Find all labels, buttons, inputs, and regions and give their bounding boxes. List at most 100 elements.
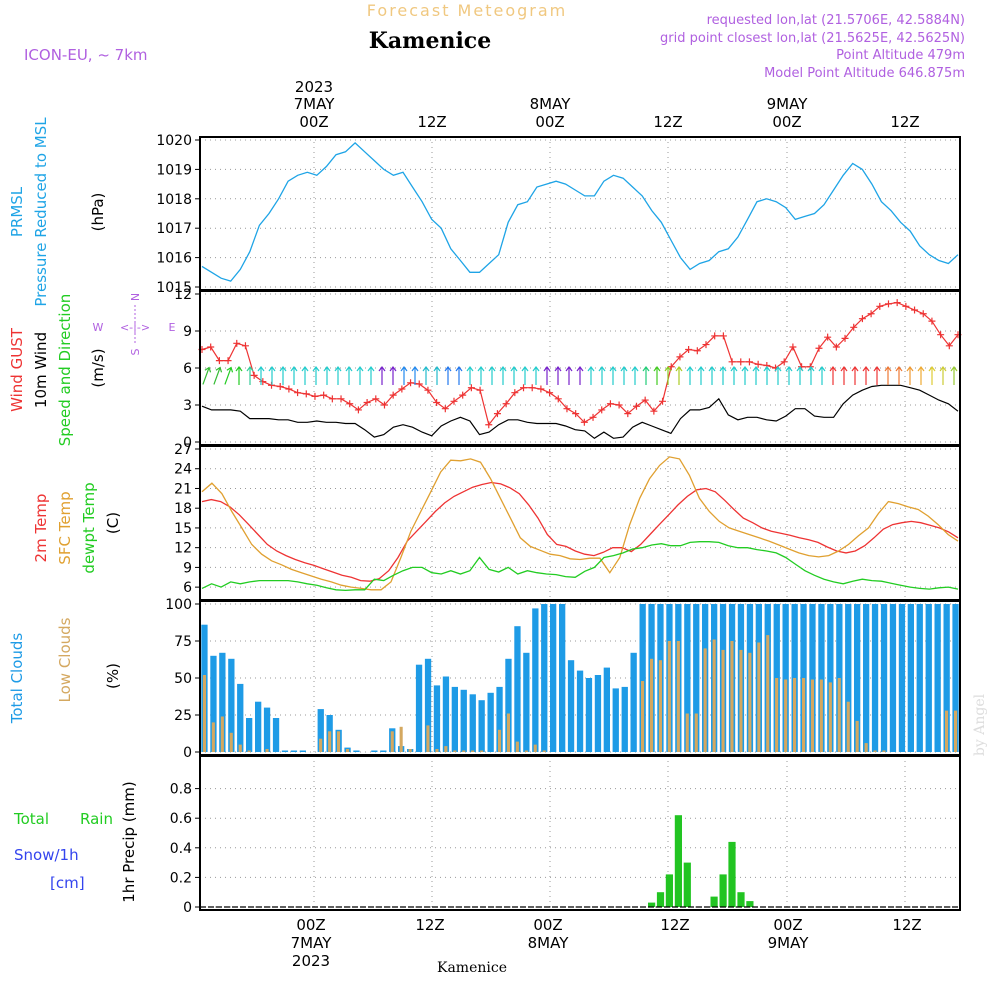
wind-arrow-head — [323, 366, 331, 372]
wind-arrow-head — [499, 366, 507, 372]
wind-arrow — [411, 366, 419, 385]
top-date-label: 9MAY — [767, 95, 809, 113]
gust-marker — [294, 389, 302, 397]
wind-arrow — [378, 366, 386, 385]
panel-frame — [199, 755, 961, 911]
precip-axis-label: 1hr Precip (mm) — [120, 781, 138, 902]
total-cloud-bar — [809, 604, 816, 752]
wind-arrow-shaft — [202, 367, 210, 385]
wind-arrow-head — [939, 366, 947, 372]
total-cloud-bar — [371, 750, 378, 752]
wind-arrow-head — [686, 366, 694, 372]
wind-arrow-head — [290, 366, 298, 372]
total-cloud-bar — [505, 658, 512, 752]
wind-arrow — [356, 366, 364, 385]
gust-marker — [337, 395, 345, 403]
gust-marker — [832, 343, 840, 351]
gust-marker — [841, 334, 849, 342]
total-cloud-bar — [415, 664, 423, 752]
total-cloud-bar — [630, 652, 637, 752]
low-cloud-bar — [426, 725, 430, 752]
total-cloud-bar — [952, 604, 959, 752]
total-cloud-bar — [576, 670, 584, 752]
total-cloud-bar — [219, 652, 226, 752]
wind-labels: Wind GUST 10m Wind Speed and Direction (… — [8, 293, 176, 446]
wind-arrow-head — [226, 366, 234, 373]
low-cloud-bar — [471, 750, 475, 752]
wind-arrow — [807, 366, 815, 385]
bottom-time-label: 00Z — [533, 916, 562, 934]
wind-arrow-head — [334, 366, 342, 372]
total-cloud-bar — [684, 604, 691, 752]
rain-bar — [728, 841, 736, 907]
wind-arrow-head — [862, 366, 870, 372]
rain-bar — [683, 862, 691, 907]
low-cloud-bar — [337, 731, 341, 752]
total-cloud-bar — [880, 604, 888, 752]
low-cloud-bar — [462, 750, 466, 752]
bottom-time-axis: 00Z 7MAY 2023 12Z 00Z 8MAY 12Z 00Z 9MAY … — [291, 916, 922, 970]
rain-bar — [674, 815, 682, 907]
wind-arrow-head — [631, 366, 639, 372]
wind-arrow-head — [675, 366, 683, 372]
y-tick-label: 9 — [183, 560, 192, 576]
gust-marker — [632, 402, 640, 410]
wind-arrow-head — [543, 366, 551, 372]
gust-marker — [459, 391, 467, 399]
y-tick-label: 0.8 — [170, 782, 192, 798]
wind-arrow — [598, 366, 606, 385]
gust-marker — [276, 383, 284, 390]
gust-marker — [380, 401, 388, 409]
wind-arrow — [763, 366, 771, 385]
wind-arrow-head — [466, 366, 474, 372]
wind-arrow-head — [917, 366, 925, 372]
low-cloud-bar — [819, 679, 823, 752]
gust-marker — [928, 317, 936, 325]
credit-watermark: by Angel — [972, 693, 988, 756]
wind-arrow-head — [554, 366, 562, 372]
wind-arrow — [389, 366, 397, 385]
gust-marker — [598, 406, 606, 414]
wind-arrow — [664, 366, 672, 385]
total-cloud-bar — [907, 604, 914, 752]
low-cloud-bar — [694, 713, 698, 752]
gust-marker — [641, 396, 649, 404]
rain-bar — [656, 892, 665, 907]
y-tick-label: 0.6 — [170, 811, 192, 827]
wind-arrow — [466, 366, 474, 385]
wind-arrow — [840, 366, 848, 385]
wind-arrow — [433, 366, 441, 385]
total-cloud-bar — [567, 660, 575, 752]
low-cloud-bar — [864, 743, 868, 752]
wind-arrow — [686, 366, 694, 385]
low-cloud-bar — [229, 732, 233, 752]
gust-marker — [467, 384, 475, 392]
gust-marker — [919, 310, 927, 318]
low-cloud-bar — [435, 749, 439, 752]
wind-arrow — [653, 366, 661, 385]
gust-marker — [407, 379, 415, 387]
wind-arrow — [202, 366, 212, 385]
gust-marker — [615, 401, 623, 409]
wind-arrow-head — [642, 366, 650, 372]
location-title: Kamenice — [369, 28, 491, 54]
total-rain-label-2: Rain — [80, 810, 113, 828]
total-cloud-bar — [299, 750, 306, 752]
y-tick-label: 0 — [183, 900, 192, 916]
total-cloud-bar — [281, 750, 289, 752]
wind-arrow — [741, 366, 749, 385]
wind-arrow — [279, 366, 287, 385]
low-cloud-bar — [802, 678, 806, 752]
y-tick-label: 27 — [174, 442, 192, 458]
gridpoint-coords: grid point closest lon,lat (21.5625E, 42… — [660, 31, 965, 46]
y-tick-label: 21 — [174, 481, 192, 497]
low-cloud-bar — [757, 642, 761, 752]
wind-arrow — [532, 366, 540, 385]
y-tick-label: 1018 — [156, 192, 192, 208]
total-cloud-bar — [353, 750, 360, 752]
bottom-time-label: 00Z — [773, 916, 802, 934]
low-cloud-bar — [202, 675, 206, 752]
low-cloud-bar — [346, 749, 350, 752]
total-cloud-bar — [487, 692, 494, 752]
gust-marker — [789, 343, 797, 351]
